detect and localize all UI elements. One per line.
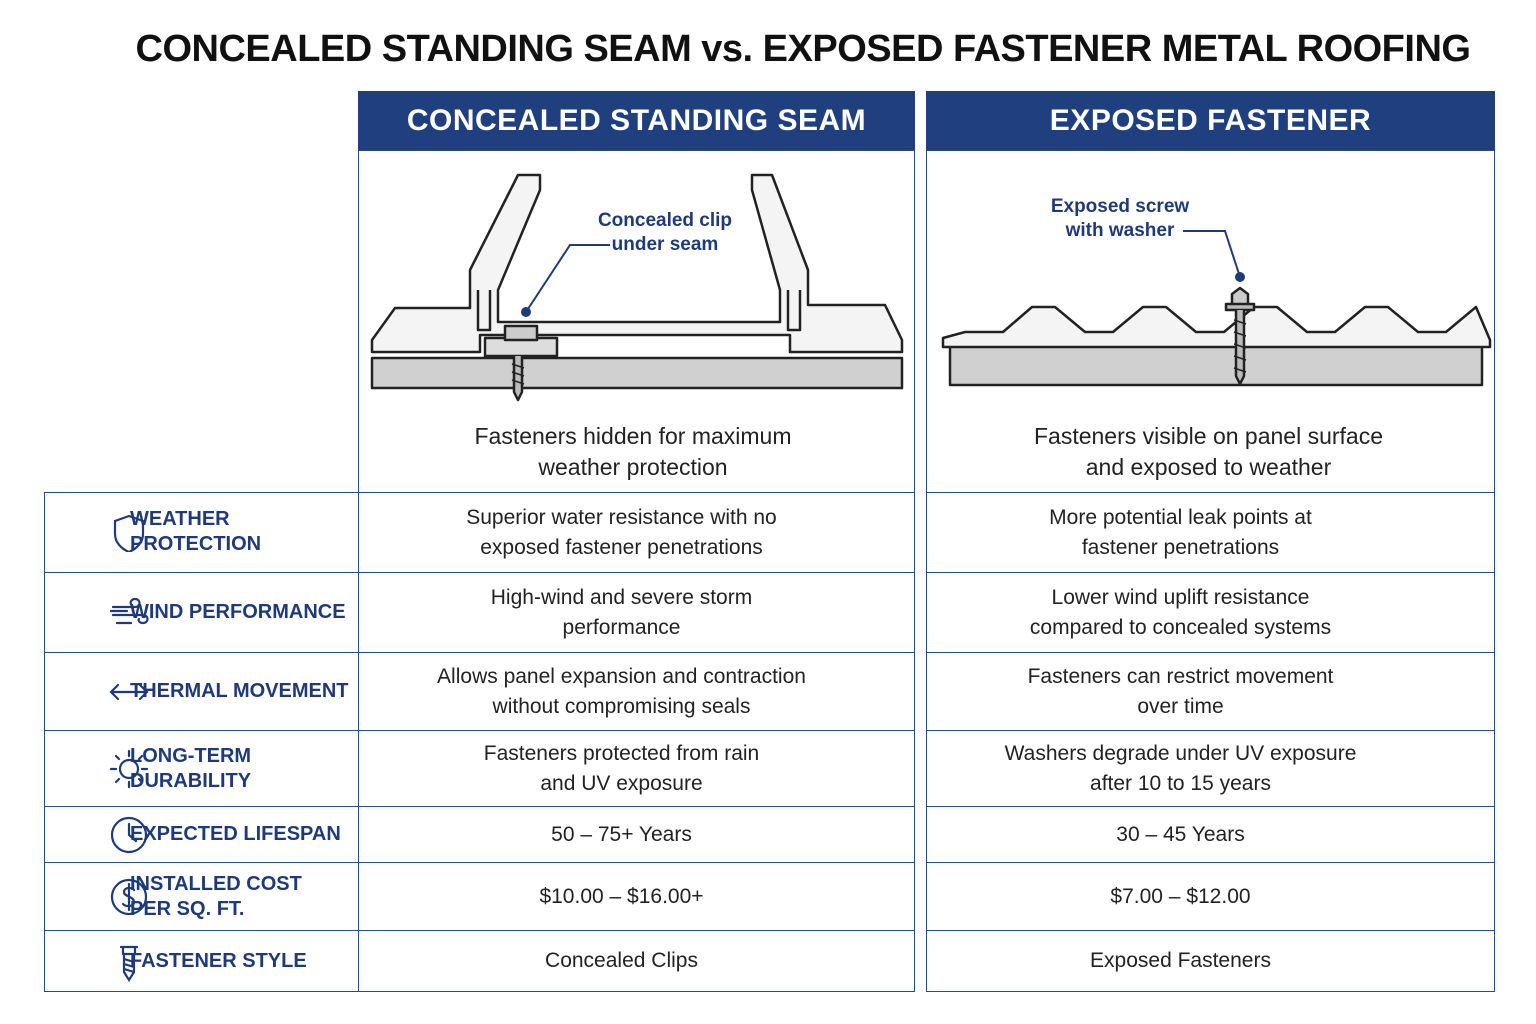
cell-line: exposed fastener penetrations: [480, 535, 763, 559]
cell-line: without compromising seals: [492, 694, 751, 718]
cell-line: $10.00 – $16.00+: [539, 884, 704, 908]
cell-line: Concealed Clips: [545, 949, 698, 972]
row-icon: [119, 945, 139, 982]
callout-line: under seam: [611, 234, 719, 255]
cell-line: Fasteners can restrict movement: [1027, 664, 1334, 688]
row-label: WIND PERFORMANCE: [44, 572, 359, 652]
column-header: CONCEALED STANDING SEAM: [358, 91, 915, 150]
row-label: EXPECTED LIFESPAN: [44, 806, 359, 862]
comparison-cell: Lower wind uplift resistance compared to …: [926, 572, 1495, 652]
cell-line: and UV exposure: [540, 771, 703, 795]
comparison-cell: $7.00 – $12.00: [926, 862, 1495, 930]
row-icon: [113, 514, 145, 552]
row-icon: [109, 683, 149, 701]
comparison-cell: Exposed Fasteners: [926, 930, 1495, 991]
exposed-fastener-diagram: [941, 286, 1492, 387]
caption-line: and exposed to weather: [1085, 454, 1332, 480]
comparison-cell: Washers degrade under UV exposure after 1…: [926, 730, 1495, 806]
callout: Concealed clip under seam: [560, 209, 770, 257]
row-icon: [109, 749, 149, 789]
cell-line: Fasteners protected from rain: [483, 741, 760, 765]
cell-line: compared to concealed systems: [1029, 615, 1332, 639]
callout-line: Exposed screw: [1050, 196, 1190, 217]
label-line: WEATHER PROTECTION: [130, 508, 262, 555]
cell-line: over time: [1137, 694, 1224, 718]
row-icon: [109, 597, 149, 625]
cell-line: More potential leak points at: [1049, 505, 1312, 529]
comparison-cell: 30 – 45 Years: [926, 806, 1495, 862]
label-line: LONG-TERM DURABILITY: [130, 744, 252, 792]
cell-line: Lower wind uplift resistance: [1051, 585, 1310, 609]
cell-line: 30 – 45 Years: [1116, 822, 1245, 846]
screw-callout-line: [1183, 230, 1245, 282]
row-icon: [110, 878, 148, 916]
comparison-cell: $10.00 – $16.00+: [358, 862, 915, 930]
cell-line: Washers degrade under UV exposure: [1004, 741, 1357, 765]
label-line: FASTENER STYLE: [130, 949, 307, 972]
callout-line: Concealed clip: [597, 210, 733, 231]
caption-line: Fasteners visible on panel surface: [1033, 423, 1384, 449]
comparison-cell: Concealed Clips: [358, 930, 915, 991]
cell-line: after 10 to 15 years: [1090, 771, 1271, 795]
label-line: PER SQ. FT.: [130, 897, 245, 920]
caption: Fasteners hidden for maximum weather prot…: [358, 421, 908, 483]
comparison-cell: Fasteners can restrict movement over time: [926, 652, 1495, 730]
label-frame: [44, 492, 359, 992]
cell-line: performance: [562, 615, 681, 639]
comparison-cell: Allows panel expansion and contraction wi…: [358, 652, 915, 730]
clip-callout-line: [521, 244, 610, 317]
comparison-cell: Fasteners protected from rain and UV expo…: [358, 730, 915, 806]
callout-line: with washer: [1065, 220, 1175, 241]
caption: Fasteners visible on panel surface and ex…: [926, 421, 1491, 483]
cell-line: 50 – 75+ Years: [551, 822, 692, 846]
row-label: WEATHER PROTECTION: [44, 492, 359, 572]
row-icon: [110, 816, 148, 854]
column-frame: [926, 150, 1495, 992]
label-line: WIND PERFORMANCE: [130, 601, 346, 623]
cell-line: $7.00 – $12.00: [1110, 884, 1251, 908]
row-label: FASTENER STYLE: [44, 930, 359, 991]
comparison-cell: High-wind and severe storm performance: [358, 572, 915, 652]
caption-line: weather protection: [538, 454, 728, 480]
cell-line: Allows panel expansion and contraction: [437, 664, 806, 688]
callout: Exposed screw with washer: [1015, 195, 1225, 243]
row-label: INSTALLED COST PER SQ. FT.: [44, 862, 359, 930]
cell-line: Superior water resistance with no: [466, 505, 777, 529]
label-line: INSTALLED COST: [130, 872, 302, 895]
standing-seam-diagram: [370, 173, 904, 402]
row-label: LONG-TERM DURABILITY: [44, 730, 359, 806]
row-label: THERMAL MOVEMENT: [44, 652, 359, 730]
label-line: EXPECTED LIFESPAN: [130, 823, 341, 845]
cell-line: fastener penetrations: [1081, 535, 1280, 559]
comparison-cell: 50 – 75+ Years: [358, 806, 915, 862]
caption-line: Fasteners hidden for maximum: [474, 423, 792, 449]
label-line: THERMAL MOVEMENT: [130, 680, 349, 702]
column-header: EXPOSED FASTENER: [926, 91, 1495, 150]
title: CONCEALED STANDING SEAM vs. EXPOSED FAST…: [135, 28, 1471, 70]
comparison-cell: Superior water resistance with no exposed…: [358, 492, 915, 572]
comparison-cell: More potential leak points at fastener pe…: [926, 492, 1495, 572]
cell-line: High-wind and severe storm: [490, 585, 753, 609]
cell-line: Exposed Fasteners: [1090, 949, 1271, 972]
